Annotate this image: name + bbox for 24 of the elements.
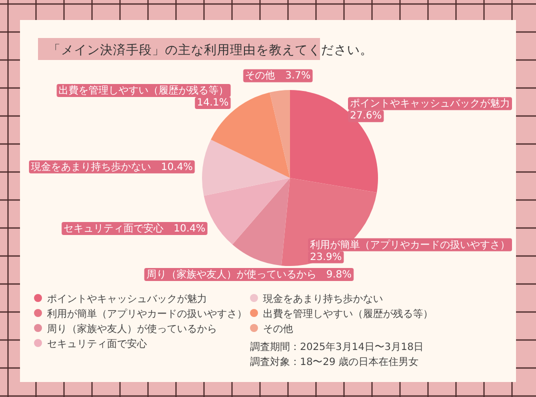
chart-title: 「メイン決済手段」の主な利用理由を教えてください。 bbox=[48, 42, 373, 57]
legend-label: 出費を管理しやすい（履歴が残る等） bbox=[263, 308, 433, 320]
category-label: セキュリティ面で安心 10.4% bbox=[64, 224, 206, 235]
pie-slice bbox=[202, 140, 290, 196]
slice-label: 出費を管理しやすい（履歴が残る等） bbox=[58, 84, 229, 97]
legend-label: その他 bbox=[263, 323, 293, 335]
legend-label: ポイントやキャッシュバックが魅力 bbox=[47, 293, 207, 305]
pie-slice bbox=[204, 178, 290, 245]
legend-label: 現金をあまり持ち歩かない bbox=[263, 293, 383, 305]
category-label: 周り（家族や友人）が使っているから 9.8% bbox=[146, 270, 352, 281]
legend-label: 周り（家族や友人）が使っているから bbox=[47, 323, 217, 335]
text: 調査対象：18〜29 歳の日本在住男女 bbox=[250, 356, 419, 368]
legend-label: 利用が簡単（アプリやカードの扱いやすさ） bbox=[47, 308, 247, 320]
data-label: 23.9% bbox=[310, 252, 342, 263]
category-label: その他 3.7% bbox=[245, 70, 311, 82]
category-label: 現金をあまり持ち歩かない 10.4% bbox=[30, 162, 193, 173]
slice-label: ポイントやキャッシュバックが魅力 bbox=[350, 98, 510, 110]
pie-slice bbox=[270, 90, 290, 178]
data-label: 27.6% bbox=[350, 110, 382, 122]
data-label: 14.1% bbox=[196, 98, 229, 109]
pie-slice bbox=[232, 178, 290, 266]
legend-label: セキュリティ面で安心 bbox=[47, 338, 147, 350]
text: 調査期間：2025年3月14日〜3月18日 bbox=[250, 341, 424, 353]
slice-label: 利用が簡単（アプリやカードの扱いやすさ） bbox=[310, 238, 510, 251]
